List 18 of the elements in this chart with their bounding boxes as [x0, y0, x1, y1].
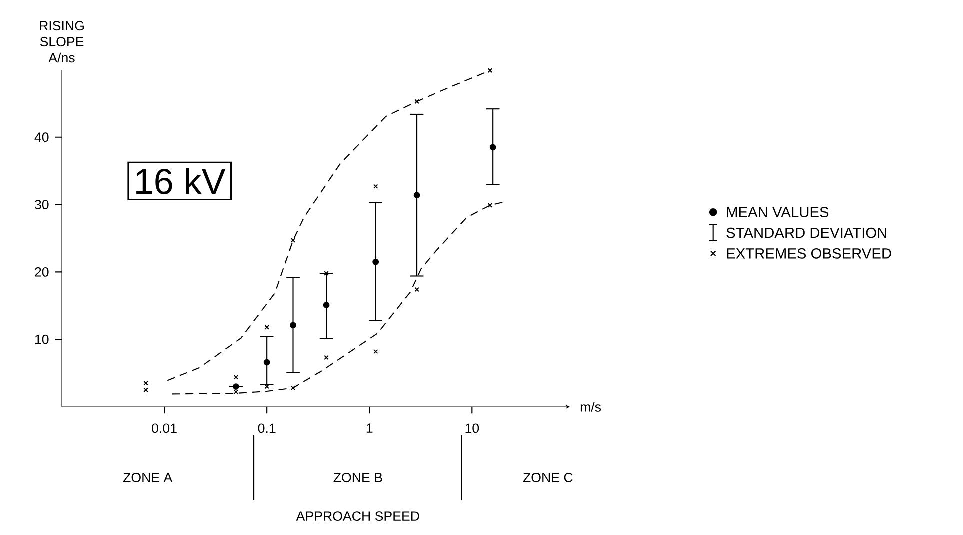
y-tick-label: 40: [34, 132, 49, 142]
x-tick-label: 1: [366, 424, 373, 433]
x-axis-title: m/s: [580, 402, 602, 412]
x-tick-label: 10: [466, 424, 480, 434]
y-axis-title: RISING SLOPE A/ns: [40, 21, 84, 63]
x-tick-label: 0.1: [258, 424, 276, 434]
text: APPROACH SPEED: [296, 512, 420, 522]
legend-label: MEAN VALUES: [727, 207, 829, 218]
x-tick-label: 0.01: [152, 424, 177, 434]
text: STANDARD DEVIATION: [726, 228, 886, 238]
y-tick-label: 10: [35, 334, 49, 344]
annotation: 16 kV: [136, 168, 226, 194]
text: ZONE A: [123, 472, 173, 482]
y-tick-label: 30: [34, 200, 49, 210]
y-tick-label: 20: [35, 267, 49, 277]
legend-label: EXTREMES OBSERVED: [727, 248, 892, 259]
text: ZONE C: [523, 472, 573, 482]
text: ZONE B: [334, 472, 382, 482]
